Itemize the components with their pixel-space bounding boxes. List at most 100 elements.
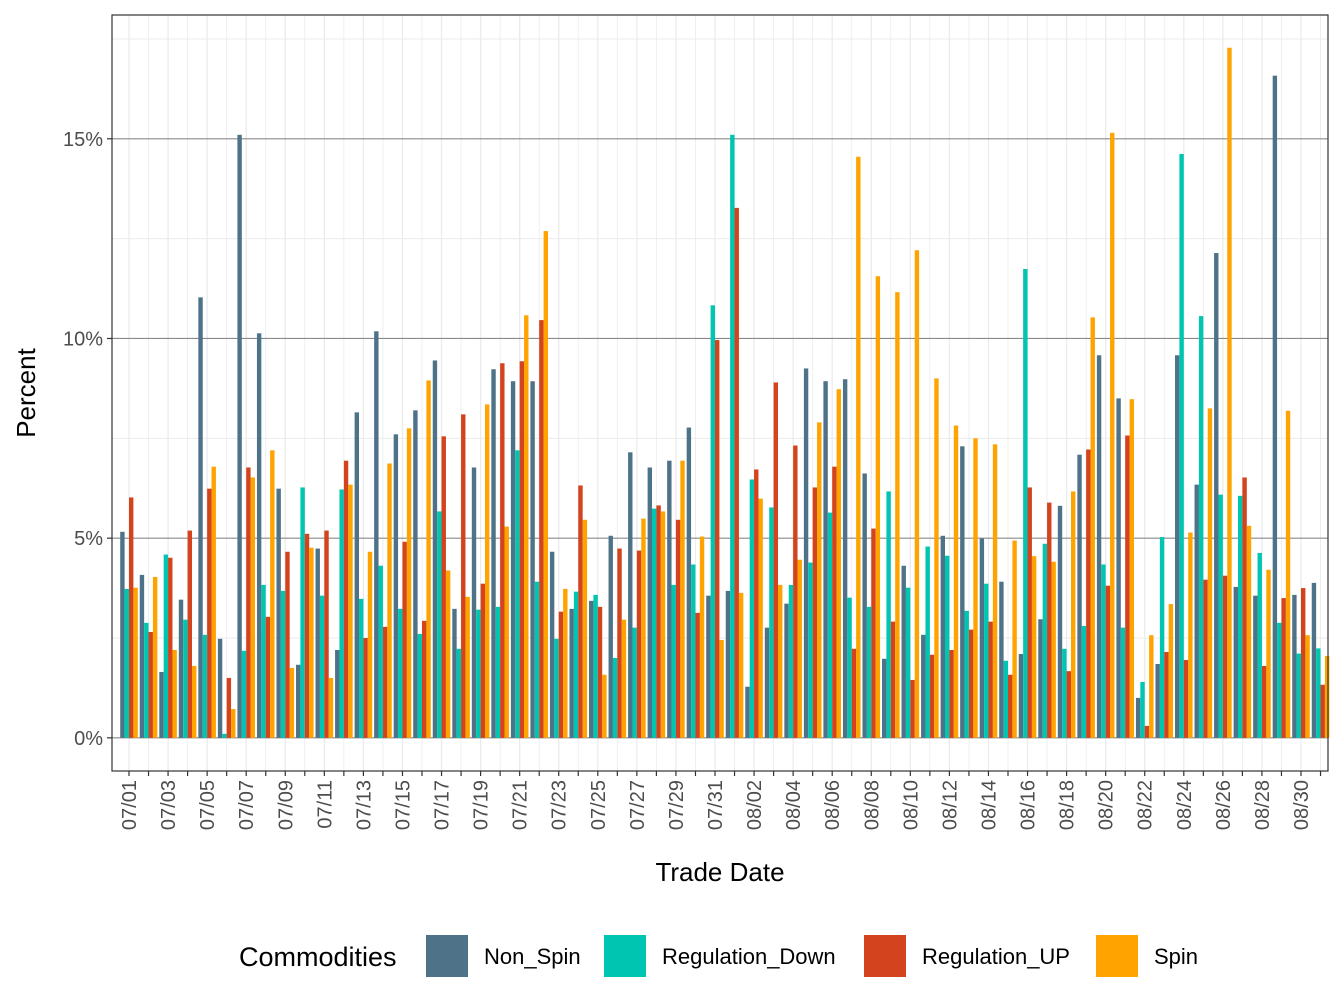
bar-spin — [992, 444, 998, 738]
bar-spin — [758, 498, 763, 738]
bar-regulation-down — [671, 584, 676, 738]
bar-non-spin — [1233, 586, 1239, 738]
bar-spin — [1090, 317, 1095, 738]
bar-regulation-down — [417, 634, 422, 738]
bar-regulation-down — [984, 583, 989, 738]
bar-spin — [172, 649, 177, 738]
bar-spin — [582, 519, 588, 738]
bar-regulation-down — [1316, 648, 1321, 738]
bar-regulation-down — [1081, 626, 1087, 738]
bar-regulation-up — [734, 207, 739, 738]
bar-non-spin — [1292, 594, 1297, 738]
bar-regulation-up — [519, 361, 525, 738]
x-tick-label: 08/06 — [822, 780, 844, 830]
bar-non-spin — [471, 467, 477, 738]
bar-regulation-up — [695, 612, 700, 738]
bar-non-spin — [1311, 582, 1317, 738]
bar-regulation-down — [1238, 495, 1243, 738]
x-tick-label: 07/15 — [392, 780, 414, 830]
bar-regulation-down — [495, 606, 501, 738]
bar-non-spin — [921, 634, 926, 738]
bar-regulation-up — [851, 648, 857, 738]
bar-regulation-up — [148, 632, 153, 738]
x-tick-label: 08/28 — [1252, 780, 1274, 830]
bar-non-spin — [745, 686, 750, 738]
bar-non-spin — [315, 548, 320, 738]
bar-regulation-up — [1125, 435, 1130, 738]
bar-regulation-up — [207, 488, 212, 738]
bar-regulation-up — [715, 340, 720, 738]
bar-regulation-up — [910, 679, 915, 738]
bar-regulation-up — [968, 629, 974, 738]
bar-regulation-down — [319, 595, 325, 738]
bar-regulation-down — [691, 564, 696, 738]
bar-non-spin — [901, 565, 906, 738]
x-tick-label: 07/25 — [588, 780, 610, 830]
bar-spin — [309, 547, 314, 738]
bar-regulation-up — [304, 533, 310, 738]
bar-regulation-up — [500, 363, 505, 738]
bar-non-spin — [686, 427, 692, 738]
y-axis: 0% 5% 10% 15% — [63, 129, 112, 750]
bar-regulation-up — [773, 382, 778, 738]
bar-non-spin — [1194, 484, 1199, 738]
bar-spin — [543, 231, 548, 738]
bar-spin — [1070, 491, 1076, 738]
bar-spin — [465, 596, 470, 738]
bar-regulation-up — [1047, 502, 1052, 738]
bar-regulation-down — [339, 489, 344, 738]
bar-regulation-up — [1281, 598, 1286, 738]
bar-non-spin — [432, 360, 438, 738]
legend-key-non-spin — [426, 935, 468, 977]
bar-non-spin — [823, 381, 828, 738]
bar-spin — [680, 460, 685, 738]
bar-spin — [1110, 132, 1115, 738]
bar-non-spin — [413, 410, 418, 738]
bar-spin — [1031, 556, 1037, 738]
bar-spin — [328, 677, 334, 738]
bar-non-spin — [335, 649, 340, 738]
bar-regulation-up — [929, 654, 935, 738]
bar-non-spin — [706, 595, 711, 738]
bar-spin — [250, 477, 255, 738]
bar-spin — [602, 674, 607, 738]
bar-regulation-up — [285, 551, 290, 738]
bar-non-spin — [1018, 653, 1024, 738]
bar-spin — [348, 484, 353, 738]
plot-panel-border — [111, 14, 1329, 772]
bar-non-spin — [1077, 454, 1082, 738]
x-tick-label: 08/26 — [1213, 780, 1235, 830]
y-tick-label: 10% — [63, 328, 103, 350]
bar-regulation-down — [222, 733, 227, 738]
bar-regulation-down — [866, 606, 872, 738]
bar-regulation-up — [1261, 665, 1267, 738]
bar-regulation-down — [593, 594, 598, 738]
bar-non-spin — [139, 574, 145, 738]
bar-regulation-down — [1257, 552, 1262, 738]
bar-regulation-up — [597, 606, 603, 738]
bar-regulation-down — [905, 587, 911, 738]
legend-key-regulation-down — [604, 935, 646, 977]
bar-regulation-up — [1144, 725, 1150, 738]
bar-spin — [270, 450, 275, 738]
bar-spin — [1246, 525, 1252, 738]
bar-spin — [367, 551, 373, 738]
bar-non-spin — [725, 590, 731, 738]
bar-spin — [1149, 635, 1154, 738]
x-tick-label: 08/08 — [861, 780, 883, 830]
bar-regulation-down — [1277, 622, 1282, 738]
bar-regulation-down — [437, 511, 442, 738]
x-tick-label: 08/22 — [1135, 780, 1157, 830]
bar-regulation-up — [1301, 588, 1306, 738]
x-tick-label: 08/30 — [1291, 780, 1313, 830]
bar-regulation-up — [812, 487, 818, 738]
bar-regulation-up — [617, 548, 622, 738]
bar-regulation-down — [241, 650, 247, 738]
x-tick-label: 08/14 — [978, 780, 1000, 830]
bar-regulation-down — [1042, 543, 1048, 738]
bar-regulation-down — [964, 610, 969, 738]
bar-regulation-up — [871, 528, 876, 738]
bar-non-spin — [296, 664, 301, 738]
bar-non-spin — [803, 368, 809, 738]
bar-regulation-up — [382, 626, 388, 738]
